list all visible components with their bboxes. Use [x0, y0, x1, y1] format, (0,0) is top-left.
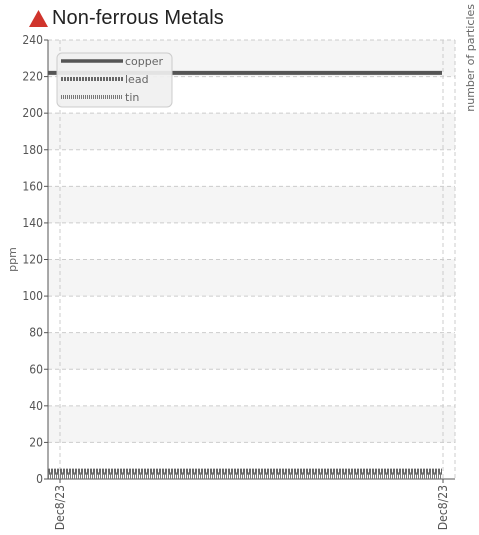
- grid-bands: [48, 40, 455, 443]
- y-tick-label: 40: [29, 399, 43, 413]
- y-tick-label: 60: [29, 362, 43, 376]
- y-tick-label: 0: [36, 472, 43, 486]
- y-tick-label: 20: [29, 435, 43, 449]
- x-tick-label: Dec8/23: [436, 485, 450, 530]
- x-tick-labels: Dec8/23 Dec8/23: [53, 485, 450, 530]
- chart-header: Non-ferrous Metals: [29, 6, 224, 30]
- y-tick-label: 100: [22, 289, 43, 303]
- y-tick-label: 120: [22, 253, 43, 267]
- legend-label-copper: copper: [125, 55, 164, 68]
- grid-band: [48, 113, 455, 150]
- y-tick-label: 240: [22, 33, 43, 47]
- y-tick-label: 140: [22, 216, 43, 230]
- axes: [44, 39, 455, 483]
- y-tick-label: 200: [22, 106, 43, 120]
- grid-band: [48, 186, 455, 223]
- legend-label-tin: tin: [125, 91, 139, 104]
- warning-triangle-icon: [29, 9, 48, 27]
- y-tick-label: 160: [22, 179, 43, 193]
- legend-label-lead: lead: [125, 73, 149, 86]
- y-tick-label: 80: [29, 326, 43, 340]
- chart-title: Non-ferrous Metals: [52, 7, 224, 29]
- y-tick-label: 180: [22, 143, 43, 157]
- y-tick-label: 220: [22, 70, 43, 84]
- y-tick-labels: 0 20 40 60 80 100 120 140 160 180 200 220 240: [22, 33, 43, 486]
- legend[interactable]: copper lead tin: [56, 52, 173, 108]
- y-axis-label-right: number of particles: [464, 4, 477, 112]
- grid-lines: [48, 39, 456, 479]
- legend-box: [56, 52, 173, 108]
- x-tick-label: Dec8/23: [53, 485, 67, 530]
- grid-band: [48, 259, 455, 297]
- grid-band: [48, 332, 455, 370]
- y-axis-label: ppm: [6, 247, 19, 272]
- grid-band: [48, 405, 455, 443]
